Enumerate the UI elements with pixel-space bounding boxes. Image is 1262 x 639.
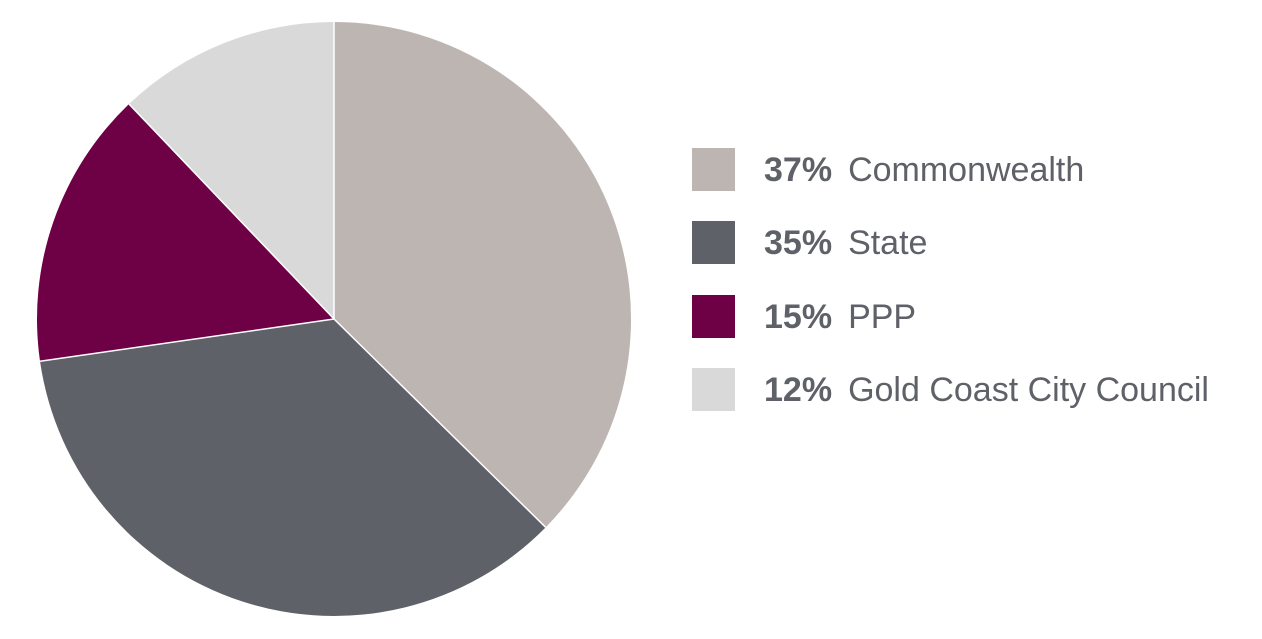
legend-label-gold-coast-city-council: Gold Coast City Council (848, 371, 1209, 409)
legend-item-ppp: 15% PPP (692, 295, 1252, 339)
legend-text-commonwealth: 37% Commonwealth (764, 148, 1084, 192)
legend-swatch-ppp (692, 295, 735, 338)
pie-separator (333, 318, 547, 528)
pie-slice-state (40, 319, 546, 616)
legend-percent-ppp: 15% (764, 298, 833, 336)
legend-swatch-commonwealth (692, 148, 735, 191)
legend-text-ppp: 15% PPP (764, 295, 916, 339)
pie-slice-commonwealth (334, 22, 631, 528)
legend-text-state: 35% State (764, 221, 927, 265)
legend-label-ppp: PPP (848, 298, 917, 336)
legend-label-state: State (848, 224, 928, 262)
pie-slice-gold-coast-city-council (129, 22, 334, 319)
legend-percent-state: 35% (764, 224, 833, 262)
legend-percent-gold-coast-city-council: 12% (764, 371, 833, 409)
legend-item-commonwealth: 37% Commonwealth (692, 148, 1252, 192)
pie-chart (36, 22, 631, 616)
legend-item-gold-coast-city-council: 12% Gold Coast City Council (692, 368, 1252, 412)
legend-label-commonwealth: Commonwealth (848, 151, 1085, 189)
pie-separator (128, 103, 335, 320)
legend-percent-commonwealth: 37% (764, 151, 833, 189)
legend-swatch-gold-coast-city-council (692, 368, 735, 411)
legend-text-gold-coast-city-council: 12% Gold Coast City Council (764, 368, 1209, 412)
legend-item-state: 35% State (692, 221, 1252, 265)
pie-separator (39, 318, 335, 363)
pie-slice-ppp (36, 104, 334, 362)
legend-swatch-state (692, 221, 735, 264)
